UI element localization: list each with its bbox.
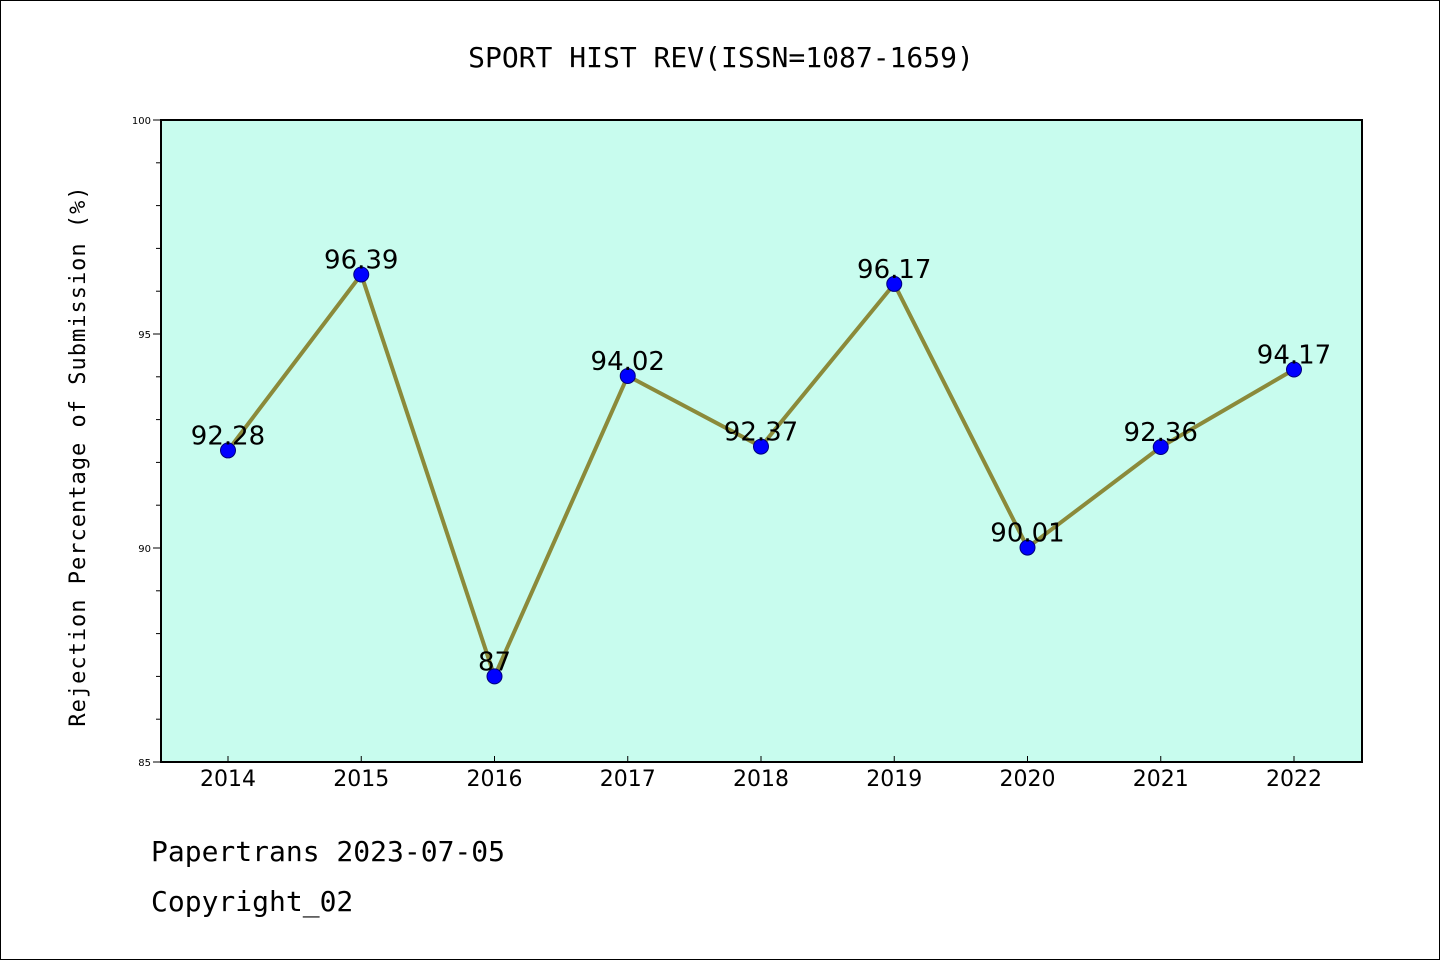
data-point <box>353 266 370 283</box>
data-labels: 92.28 96.39 87 94.02 92.37 96.17 90.01 92.36 94.… <box>191 246 1331 678</box>
chart-title: SPORT HIST REV(ISSN=1087-1659) <box>468 41 974 74</box>
y-tick-label: 90 <box>138 544 151 555</box>
data-point <box>1019 539 1036 556</box>
footer-date: Papertrans 2023-07-05 <box>151 835 506 868</box>
y-tick-label: 95 <box>138 330 151 341</box>
x-tick-label: 2019 <box>866 767 922 792</box>
x-tick-label: 2017 <box>600 767 656 792</box>
data-label: 94.02 <box>591 347 665 377</box>
data-point <box>619 367 636 384</box>
data-point <box>753 438 769 455</box>
x-tick-label: 2022 <box>1266 767 1322 792</box>
y-tick-label: 100 <box>132 116 151 127</box>
data-point <box>486 668 503 685</box>
y-axis: 85 90 95 100 <box>132 116 161 769</box>
data-label: 90.01 <box>990 519 1064 549</box>
data-label: 92.28 <box>191 421 265 451</box>
data-markers <box>220 266 1302 685</box>
data-label: 96.17 <box>857 255 931 285</box>
data-label: 87 <box>478 647 511 677</box>
x-axis: 2014 2015 2016 2017 2018 2019 2020 2021 2022 <box>200 756 1322 792</box>
data-point <box>1286 361 1302 378</box>
footer-copyright: Copyright_02 <box>151 885 354 918</box>
x-tick-label: 2020 <box>1000 767 1056 792</box>
x-tick-label: 2018 <box>733 767 789 792</box>
data-label: 92.36 <box>1124 418 1198 448</box>
data-point <box>1152 438 1169 455</box>
data-label: 96.39 <box>324 246 398 276</box>
x-tick-label: 2014 <box>200 767 256 792</box>
y-tick-label: 85 <box>138 758 151 769</box>
data-point <box>220 442 236 459</box>
data-label: 94.17 <box>1257 341 1331 371</box>
x-tick-label: 2015 <box>333 767 389 792</box>
y-axis-label: Rejection Percentage of Submission (%) <box>66 185 91 726</box>
data-label: 92.37 <box>724 418 798 448</box>
x-tick-label: 2016 <box>467 767 523 792</box>
x-tick-label: 2021 <box>1133 767 1189 792</box>
data-point <box>886 275 903 292</box>
